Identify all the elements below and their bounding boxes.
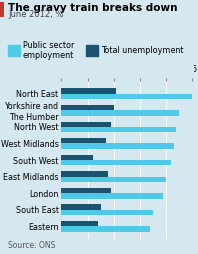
Bar [61,204,101,210]
Bar [61,138,106,144]
Bar [61,221,98,226]
Bar [61,127,176,132]
Text: Public sector
employment: Public sector employment [23,41,74,60]
Bar [61,188,111,193]
Bar [61,94,192,99]
Bar [8,45,20,56]
Text: Source: ONS: Source: ONS [8,241,55,250]
Text: Total unemployment: Total unemployment [101,46,184,55]
Bar [61,193,163,199]
Bar [61,155,93,160]
Bar [61,160,171,165]
Bar [61,144,174,149]
Bar [61,210,153,215]
Text: June 2012, %: June 2012, % [8,10,63,19]
Bar [61,177,166,182]
Text: The gravy train breaks down: The gravy train breaks down [8,3,177,13]
Bar [61,171,109,177]
Bar [86,45,98,56]
Bar [61,88,116,94]
Bar [61,105,114,110]
Bar [61,110,179,116]
Bar [61,226,150,232]
Bar [61,121,111,127]
